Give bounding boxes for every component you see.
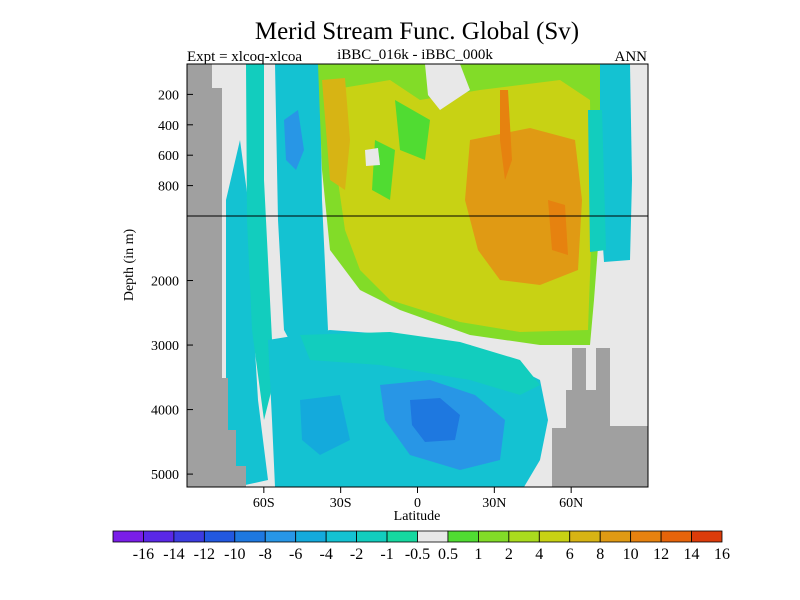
southern-cyan-band: [226, 140, 268, 487]
x-axis: 60S 30S 0 30N 60N: [253, 487, 583, 511]
upper-orange-left: [322, 78, 350, 190]
y-tick-label: 4000: [151, 404, 179, 419]
diff-label: iBBC_016k - iBBC_000k: [337, 47, 493, 63]
colorbar-swatch: [386, 530, 418, 543]
colorbar-label: -8: [259, 546, 272, 563]
colorbar-label: 8: [596, 546, 604, 563]
colorbar-swatch: [691, 530, 723, 543]
colorbar-swatch: [112, 530, 144, 543]
colorbar-label: 6: [566, 546, 574, 563]
colorbar-swatch: [203, 530, 236, 543]
x-axis-label: Latitude: [394, 509, 441, 524]
colorbar-swatch: [599, 530, 632, 543]
colorbar-label: -1: [380, 546, 393, 563]
y-tick-label: 200: [158, 88, 179, 103]
colorbar-label: 12: [653, 546, 669, 563]
colorbar-label: 16: [714, 546, 730, 563]
y-tick-label: 2000: [151, 275, 179, 290]
colorbar-swatch: [295, 530, 327, 543]
x-tick-label: 60S: [253, 496, 275, 511]
dark-orange-streak: [500, 90, 512, 180]
colorbar-label: 2: [505, 546, 513, 563]
missing-patch-mid: [365, 148, 380, 166]
colorbar-swatch: [569, 530, 601, 543]
x-tick-label: 60N: [559, 496, 583, 511]
dark-orange-patch: [548, 200, 568, 255]
colorbar-swatch: [508, 530, 540, 543]
deep-teal-edge: [300, 332, 540, 395]
colorbar-label: 4: [535, 546, 543, 563]
colorbar-swatch: [538, 530, 571, 543]
season-label: ANN: [615, 49, 648, 65]
colorbar-label: -10: [224, 546, 245, 563]
colorbar-label: -0.5: [405, 546, 430, 563]
antarctica-land: [187, 64, 246, 487]
colorbar-swatch: [447, 530, 479, 543]
colorbar-swatch: [660, 530, 692, 543]
y-tick-label: 400: [158, 119, 179, 134]
colorbar-swatch: [173, 530, 205, 543]
deep-blue-core-dark: [410, 398, 460, 442]
colorbar-label: -12: [194, 546, 215, 563]
colorbar-label: -6: [289, 546, 302, 563]
x-tick-label: 30N: [482, 496, 506, 511]
colorbar-swatch: [630, 530, 662, 543]
colorbar-label: -16: [133, 546, 154, 563]
colorbar-label: 0.5: [438, 546, 458, 563]
x-tick-label: 0: [414, 496, 421, 511]
chart-title: Merid Stream Func. Global (Sv): [255, 18, 579, 45]
deep-blue-west: [300, 395, 350, 455]
colorbar-label: -14: [163, 546, 184, 563]
colorbar-label: -4: [319, 546, 332, 563]
colorbar-swatch: [417, 530, 449, 543]
x-tick-label: 30S: [330, 496, 352, 511]
colorbar-label: -2: [350, 546, 363, 563]
colorbar-swatch: [143, 530, 175, 543]
colorbar-label: 10: [623, 546, 639, 563]
colorbar-swatch: [325, 530, 357, 543]
southern-blue-patch: [284, 110, 304, 170]
y-tick-label: 5000: [151, 468, 179, 483]
colorbar-label: 1: [474, 546, 482, 563]
colorbar-swatch: [264, 530, 297, 543]
colorbar-label: 14: [684, 546, 700, 563]
y-axis-label: Depth (in m): [122, 229, 137, 302]
colorbar: -16 -14 -12 -10 -8 -6 -4 -2 -1 -0.5 0.5 1 2 4 6 8 10 12 14…: [112, 530, 730, 563]
arctic-land: [552, 348, 648, 487]
colorbar-swatch: [477, 530, 510, 543]
y-tick-label: 600: [158, 149, 179, 164]
light-green-patch-top: [395, 100, 430, 160]
heatmap-field: [187, 64, 648, 487]
north-cyan-column: [600, 64, 632, 262]
expt-label: Expt = xlcoq-xlcoa: [187, 49, 302, 65]
colorbar-swatch: [234, 530, 266, 543]
land-mask: [187, 64, 648, 487]
colorbar-swatch: [356, 530, 388, 543]
y-tick-label: 3000: [151, 339, 179, 354]
missing-patch-top: [425, 64, 470, 110]
y-axis: 200 400 600 800 2000 3000 4000 5000: [151, 88, 193, 483]
y-tick-label: 800: [158, 180, 179, 195]
southern-teal-band: [246, 64, 274, 420]
